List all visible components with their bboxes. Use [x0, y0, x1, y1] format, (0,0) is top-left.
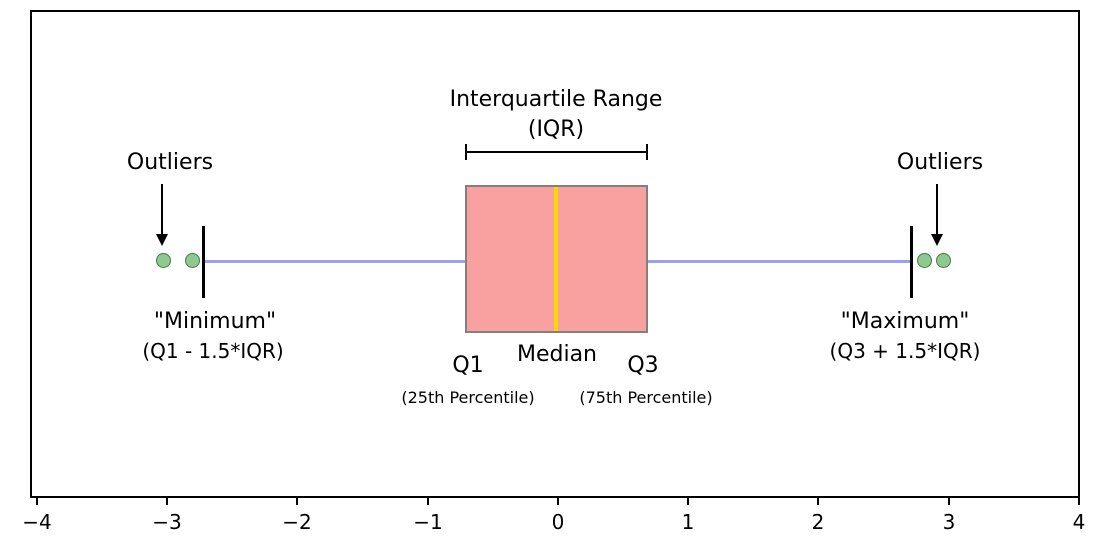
outlier-point	[156, 253, 171, 268]
x-tick-label: 1	[681, 510, 695, 534]
axes-frame	[30, 10, 1080, 498]
whisker-right-line	[648, 260, 912, 263]
outlier-point	[917, 253, 932, 268]
x-axis-tick	[557, 498, 559, 505]
median-line	[554, 187, 558, 331]
x-tick-label: −2	[282, 510, 312, 534]
x-axis-tick	[296, 498, 298, 505]
x-axis-tick	[36, 498, 38, 505]
outliers-left-label: Outliers	[126, 150, 214, 175]
iqr-bracket-tick-right	[646, 144, 648, 160]
q3-label: Q3	[627, 353, 659, 378]
minimum-formula-label: (Q1 - 1.5*IQR)	[142, 339, 284, 363]
iqr-subtitle-label: (IQR)	[527, 117, 585, 142]
outliers-left-arrowhead-icon	[156, 234, 168, 246]
x-axis-tick	[1078, 498, 1080, 505]
outliers-left-arrow	[161, 184, 163, 234]
x-axis-tick	[427, 498, 429, 505]
iqr-bracket-tick-left	[465, 144, 467, 160]
iqr-title-label: Interquartile Range	[449, 87, 663, 112]
whisker-cap-maximum	[910, 226, 913, 298]
outliers-right-label: Outliers	[896, 150, 984, 175]
whisker-left-line	[203, 260, 465, 263]
q1-label: Q1	[452, 353, 484, 378]
iqr-bracket-line	[465, 151, 648, 153]
maximum-title-label: "Maximum"	[840, 309, 970, 334]
x-axis-tick	[166, 498, 168, 505]
x-tick-label: −1	[413, 510, 443, 534]
outlier-point	[185, 253, 200, 268]
median-label: Median	[516, 342, 598, 367]
outliers-right-arrowhead-icon	[931, 234, 943, 246]
x-tick-label: −3	[152, 510, 182, 534]
x-axis-tick	[687, 498, 689, 505]
maximum-formula-label: (Q3 + 1.5*IQR)	[829, 339, 981, 363]
x-tick-label: 2	[811, 510, 825, 534]
minimum-title-label: "Minimum"	[153, 309, 277, 334]
q3-percentile-label: (75th Percentile)	[579, 388, 713, 407]
x-axis-tick	[948, 498, 950, 505]
q1-percentile-label: (25th Percentile)	[401, 388, 535, 407]
x-tick-label: 3	[942, 510, 956, 534]
x-axis-tick	[817, 498, 819, 505]
outlier-point	[936, 253, 951, 268]
whisker-cap-minimum	[202, 226, 205, 298]
x-tick-label: −4	[22, 510, 52, 534]
outliers-right-arrow	[936, 184, 938, 234]
x-tick-label: 0	[551, 510, 565, 534]
x-tick-label: 4	[1072, 510, 1086, 534]
